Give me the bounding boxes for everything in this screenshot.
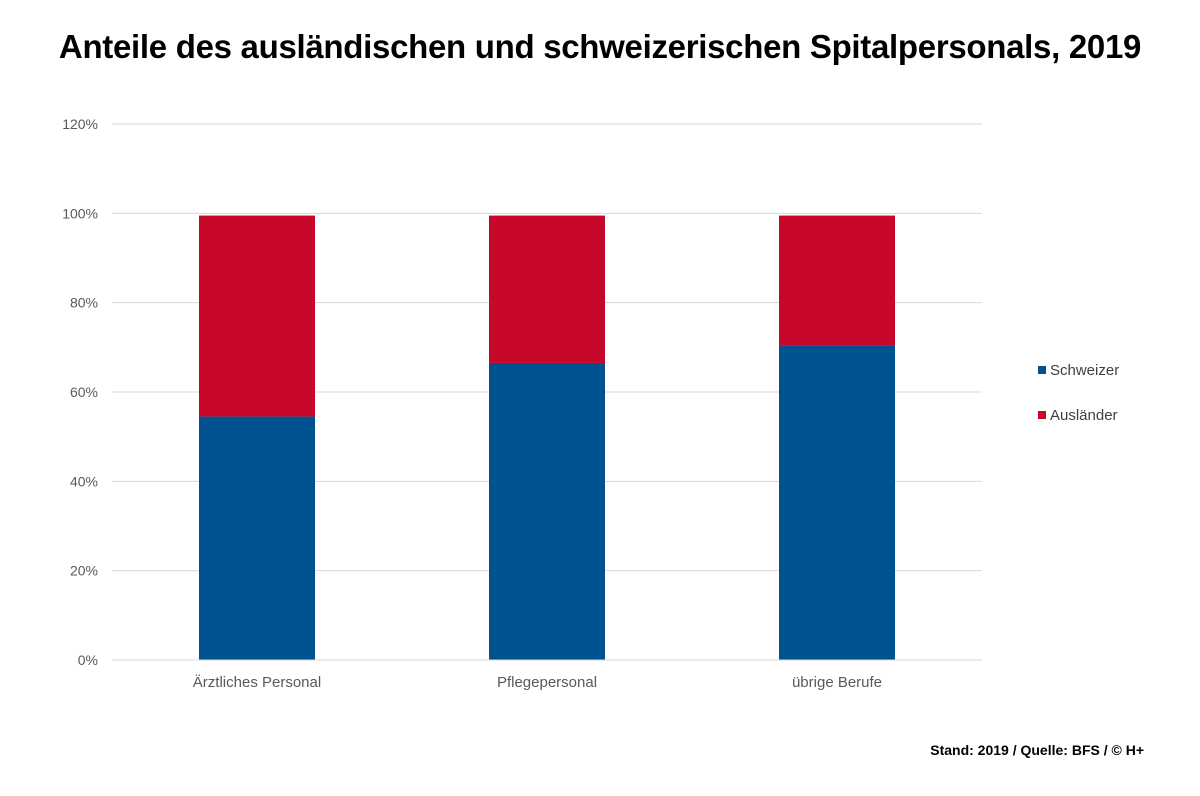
y-axis-ticks: 0% 20% 40% 60% 80% 100% 120% xyxy=(62,116,98,668)
bar-schweizer-1 xyxy=(199,416,315,660)
x-tick-label: Ärztliches Personal xyxy=(193,674,321,691)
legend-label: Schweizer xyxy=(1050,361,1120,379)
legend-swatch xyxy=(1038,411,1046,419)
bar-schweizer-2 xyxy=(489,362,605,660)
legend-item-ausländer: Ausländer xyxy=(1038,405,1119,425)
y-tick-label: 80% xyxy=(70,295,98,311)
y-tick-label: 60% xyxy=(70,384,98,400)
bar-schweizer-3 xyxy=(779,345,895,660)
y-tick-label: 20% xyxy=(70,563,98,579)
bar-ausländer-2 xyxy=(489,215,605,363)
x-tick-label: übrige Berufe xyxy=(792,674,882,691)
bars xyxy=(199,215,895,660)
y-tick-label: 100% xyxy=(62,205,98,221)
legend-label: Ausländer xyxy=(1050,406,1118,424)
y-tick-label: 0% xyxy=(78,652,98,668)
y-tick-label: 40% xyxy=(70,473,98,489)
legend: Schweizer Ausländer xyxy=(1038,360,1119,450)
y-tick-label: 120% xyxy=(62,116,98,132)
legend-item-schweizer: Schweizer xyxy=(1038,360,1119,380)
bar-ausländer-3 xyxy=(779,215,895,346)
legend-swatch xyxy=(1038,366,1046,374)
x-axis-ticks: Ärztliches Personal Pflegepersonal übrige … xyxy=(112,659,982,691)
x-tick-label: Pflegepersonal xyxy=(497,674,597,691)
chart-title: Anteile des ausländischen und schweizeri… xyxy=(58,28,1142,65)
source-footer: Stand: 2019 / Quelle: BFS / © H+ xyxy=(930,742,1144,758)
bar-ausländer-1 xyxy=(199,215,315,417)
